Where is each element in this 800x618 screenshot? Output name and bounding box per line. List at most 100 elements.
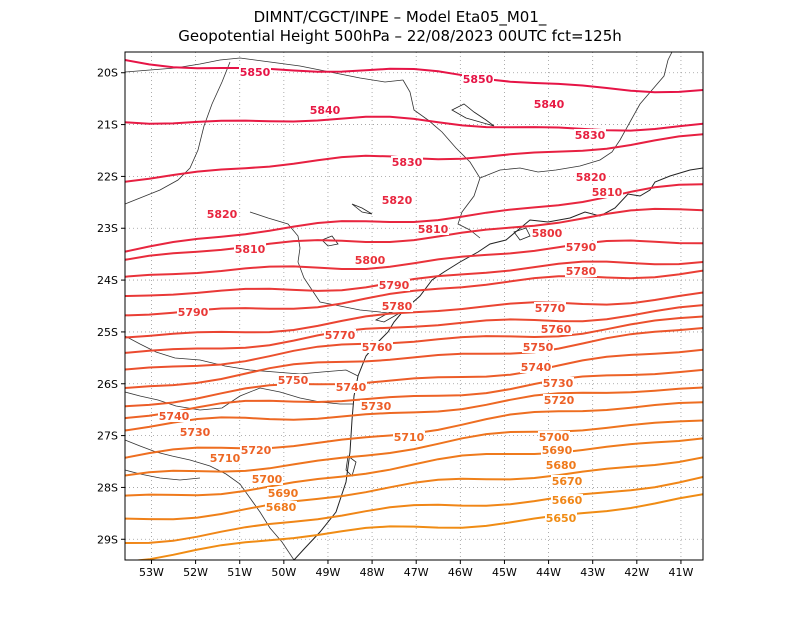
x-tick-label: 52W [183, 566, 208, 579]
contour-label-bg [277, 374, 309, 386]
contour-label-bg [158, 410, 190, 422]
contour-label-bg [381, 300, 413, 312]
contour-label-5650: 5650 [546, 512, 577, 525]
contour-label-bg [575, 171, 607, 183]
contour-label-5690: 5690 [542, 444, 573, 457]
axis-ticks: 53W 52W 51W 50W 49W 48W 47W 46W 45W 44W 43W 42W 41W 2… [97, 67, 693, 579]
contour-label-bg [417, 223, 449, 235]
contour-label-bg [522, 341, 554, 353]
contour-label-5790: 5790 [566, 241, 597, 254]
contour-label-bg [239, 66, 271, 78]
y-tick-label: 25S [97, 326, 118, 339]
graticule-grid [125, 52, 703, 560]
contour-line-5650 [132, 493, 703, 560]
y-tick-label: 23S [97, 222, 118, 235]
contour-label-bg [209, 452, 241, 464]
contour-label-5820: 5820 [207, 208, 238, 221]
x-tick-label: 41W [669, 566, 694, 579]
contour-line-5660 [125, 476, 703, 544]
contour-label-bg [551, 494, 583, 506]
contour-label-5840: 5840 [310, 104, 341, 117]
contour-line-5790 [125, 260, 703, 297]
contour-label-5810: 5810 [418, 223, 449, 236]
y-tick-label: 24S [97, 274, 118, 287]
contour-lines [125, 59, 703, 560]
contour-labels: 5850 5850 5840 5840 5830 5830 5820 5820 5820 5810… [158, 66, 623, 525]
contour-label-bg [545, 512, 577, 524]
contour-label-5840: 5840 [534, 98, 565, 111]
contour-label-bg [533, 98, 565, 110]
contour-line-5850 [125, 59, 703, 94]
contour-line-5730 [125, 348, 703, 408]
contour-label-bg [541, 444, 573, 456]
state-border [402, 79, 481, 239]
contour-label-5800: 5800 [532, 227, 563, 240]
contour-label-bg [540, 323, 572, 335]
contour-label-5770: 5770 [535, 302, 566, 315]
contour-label-bg [378, 279, 410, 291]
contour-label-5820: 5820 [576, 171, 607, 184]
island [321, 235, 339, 247]
contour-label-5700: 5700 [252, 473, 283, 486]
contour-line-5750 [125, 315, 703, 371]
contour-label-bg [265, 501, 297, 513]
contour-label-bg [251, 473, 283, 485]
contour-label-bg [177, 306, 209, 318]
x-tick-label: 42W [624, 566, 649, 579]
contour-label-5660: 5660 [552, 494, 583, 507]
contour-label-5850: 5850 [463, 73, 494, 86]
contour-label-bg [520, 361, 552, 373]
contour-label-bg [542, 377, 574, 389]
contour-line-5680 [125, 437, 703, 497]
contour-label-5740: 5740 [521, 361, 552, 374]
contour-label-5710: 5710 [210, 452, 241, 465]
contour-line-5800 [125, 239, 703, 278]
contour-label-bg [206, 208, 238, 220]
contour-line-5740 [125, 327, 703, 389]
state-border [125, 57, 404, 83]
x-tick-label: 48W [360, 566, 385, 579]
contour-label-bg [361, 341, 393, 353]
contour-label-bg [534, 302, 566, 314]
plot-frame [124, 51, 704, 561]
y-tick-label: 21S [97, 119, 118, 132]
contour-label-5700: 5700 [539, 431, 570, 444]
contour-line-5670 [125, 456, 703, 521]
state-border [125, 61, 231, 205]
y-tick-label: 28S [97, 481, 118, 494]
contour-label-5810: 5810 [235, 243, 266, 256]
contour-label-5730: 5730 [543, 377, 574, 390]
contour-label-5690: 5690 [268, 487, 299, 500]
x-tick-label: 46W [448, 566, 473, 579]
x-tick-label: 51W [227, 566, 252, 579]
coastline [293, 167, 703, 560]
state-border [479, 52, 673, 179]
contour-line-5690 [125, 419, 703, 477]
contour-line-5710 [125, 386, 703, 432]
contour-line-5810 [125, 207, 703, 261]
contour-label-bg [381, 194, 413, 206]
state-border [249, 211, 397, 315]
contour-label-5720: 5720 [544, 394, 575, 407]
state-border [125, 335, 359, 377]
contour-label-bg [234, 243, 266, 255]
state-border [125, 469, 201, 481]
contour-label-5680: 5680 [266, 501, 297, 514]
contour-label-5820: 5820 [382, 194, 413, 207]
contour-label-5730: 5730 [361, 400, 392, 413]
x-tick-label: 47W [404, 566, 429, 579]
contour-label-bg [354, 254, 386, 266]
y-tick-label: 27S [97, 430, 118, 443]
contour-label-5720: 5720 [241, 444, 272, 457]
y-tick-label: 26S [97, 378, 118, 391]
contour-label-5680: 5680 [546, 459, 577, 472]
contour-label-bg [240, 444, 272, 456]
contour-label-bg [391, 156, 423, 168]
contour-label-5750: 5750 [278, 374, 309, 387]
contour-label-bg [565, 265, 597, 277]
contour-label-5710: 5710 [394, 431, 425, 444]
contour-label-5780: 5780 [382, 300, 413, 313]
contour-label-5730: 5730 [180, 426, 211, 439]
contour-label-bg [462, 73, 494, 85]
contour-label-bg [360, 400, 392, 412]
